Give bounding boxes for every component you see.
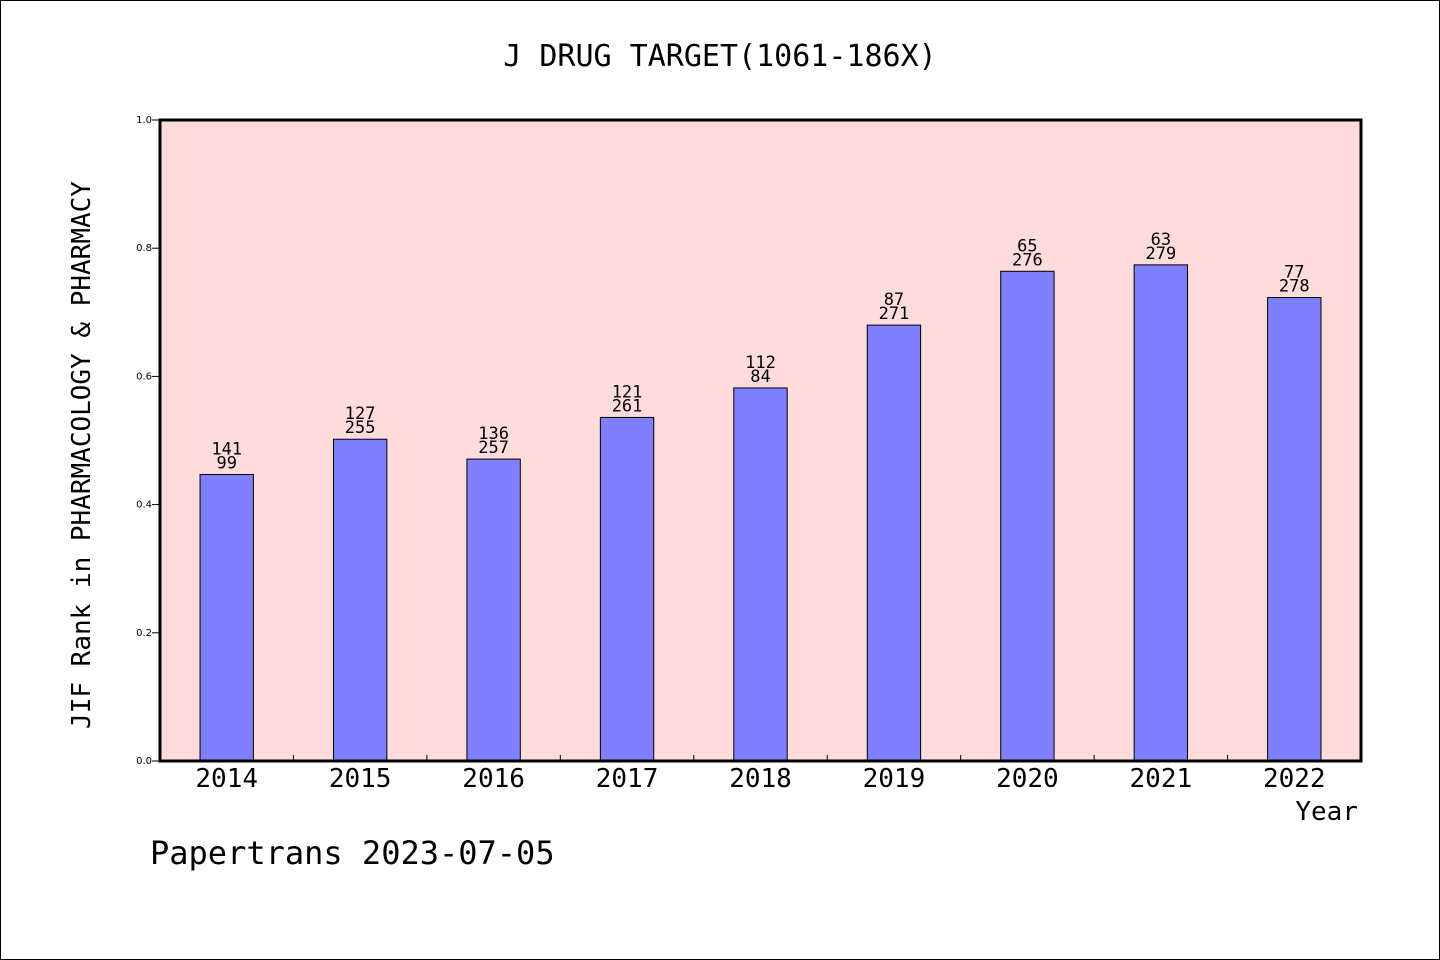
plot-border bbox=[158, 118, 1363, 763]
bar-label-bottom: 257 bbox=[478, 438, 509, 458]
bar-2014 bbox=[199, 473, 254, 762]
bar-label-top: 121 bbox=[612, 382, 643, 402]
bar-2021 bbox=[1133, 264, 1189, 762]
bar-label-top: 127 bbox=[345, 404, 376, 424]
bar-2018 bbox=[733, 387, 788, 762]
bar-label-bottom: 255 bbox=[345, 418, 376, 438]
x-tick-label: 2017 bbox=[596, 764, 659, 794]
x-tick-label: 2019 bbox=[863, 764, 926, 794]
bar-2019 bbox=[866, 324, 922, 762]
bar-label-bottom: 276 bbox=[1012, 250, 1043, 270]
x-tick-label: 2020 bbox=[996, 764, 1059, 794]
x-axis: 2014 2015 2016 2017 2018 2019 2020 2021 2022 bbox=[195, 755, 1326, 794]
bar-label-bottom: 279 bbox=[1145, 244, 1176, 264]
bar-label-top: 136 bbox=[478, 424, 509, 444]
bar-label-top: 112 bbox=[745, 353, 776, 373]
y-tick-label: 0.8 bbox=[136, 243, 152, 254]
bar-label-top: 87 bbox=[884, 290, 904, 310]
y-axis-label: JIF Rank in PHARMACOLOGY & PHARMACY bbox=[67, 181, 97, 729]
bar-label-bottom: 278 bbox=[1279, 277, 1310, 297]
bar-label-top: 65 bbox=[1017, 236, 1037, 256]
bar-label-bottom: 99 bbox=[216, 453, 236, 473]
y-tick-label: 0.2 bbox=[136, 628, 152, 639]
bar-label-bottom: 84 bbox=[750, 367, 770, 387]
x-tick-label: 2015 bbox=[329, 764, 392, 794]
bar-label-bottom: 271 bbox=[879, 304, 910, 324]
y-tick-label: 0.0 bbox=[136, 756, 152, 767]
y-tick-label: 0.4 bbox=[136, 500, 152, 511]
x-tick-label: 2014 bbox=[195, 764, 258, 794]
x-tick-label: 2016 bbox=[462, 764, 525, 794]
x-axis-label: Year bbox=[1295, 797, 1358, 827]
chart-title: J DRUG TARGET(1061-186X) bbox=[503, 39, 936, 74]
bar-label-top: 141 bbox=[211, 439, 242, 459]
bar-2016 bbox=[466, 458, 521, 762]
bar-2015 bbox=[332, 438, 388, 762]
x-tick-label: 2022 bbox=[1263, 764, 1326, 794]
bars-group bbox=[199, 264, 1322, 762]
bar-2020 bbox=[1000, 270, 1055, 762]
bar-2022 bbox=[1267, 297, 1322, 762]
y-tick-label: 1.0 bbox=[136, 115, 152, 126]
source-label: Papertrans 2023-07-05 bbox=[150, 834, 555, 872]
bar-label-top: 77 bbox=[1284, 263, 1304, 283]
x-tick-label: 2018 bbox=[729, 764, 792, 794]
bar-label-top: 63 bbox=[1151, 230, 1171, 250]
x-tick-label: 2021 bbox=[1130, 764, 1193, 794]
bar-2017 bbox=[599, 416, 655, 762]
y-axis: 0.0 0.2 0.4 0.6 0.8 1.0 bbox=[136, 115, 160, 767]
y-tick-label: 0.6 bbox=[136, 371, 152, 382]
bar-label-bottom: 261 bbox=[612, 396, 643, 416]
